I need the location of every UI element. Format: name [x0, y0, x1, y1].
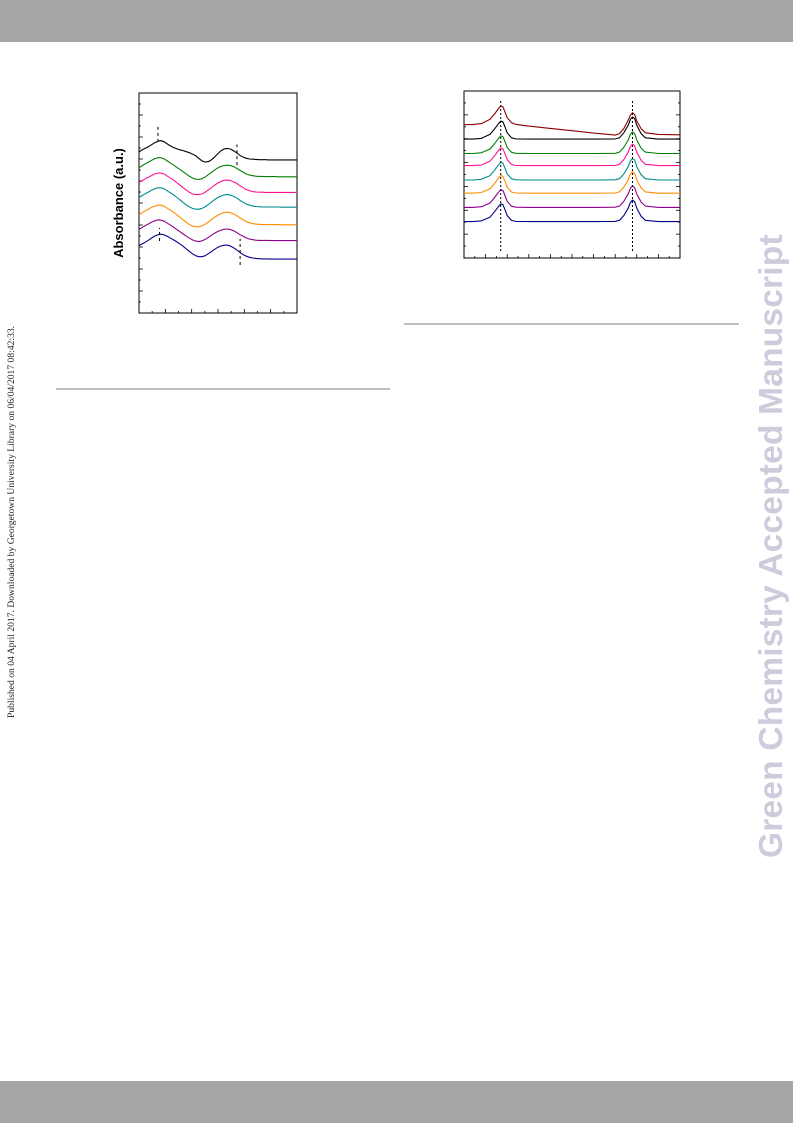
series-line-5 — [464, 157, 680, 181]
series-line-2 — [464, 116, 680, 140]
peak-markers — [157, 126, 241, 266]
series-line-8 — [464, 199, 680, 223]
y-axis-label: Absorbance (a.u.) — [111, 148, 126, 258]
series-group — [464, 105, 681, 223]
series-line-7 — [464, 185, 680, 208]
section-divider-right — [404, 323, 739, 325]
series-line-1 — [464, 105, 681, 136]
series-group — [138, 140, 297, 260]
series-line-3 — [138, 172, 297, 196]
axis-ticks — [463, 90, 681, 259]
reference-lines — [500, 101, 633, 253]
footer-band — [0, 1081, 793, 1123]
header-band — [0, 0, 793, 42]
series-line-1 — [138, 140, 297, 163]
section-divider-left — [56, 388, 390, 390]
series-line-5 — [138, 204, 297, 228]
series-line-3 — [464, 131, 680, 155]
axis-ticks — [138, 92, 298, 314]
series-line-4 — [138, 187, 297, 210]
plot-frame — [463, 90, 681, 259]
series-line-4 — [464, 143, 680, 167]
series-line-6 — [138, 219, 297, 243]
series-line-6 — [464, 171, 680, 194]
series-line-2 — [138, 157, 297, 181]
series-line-7 — [138, 233, 297, 260]
